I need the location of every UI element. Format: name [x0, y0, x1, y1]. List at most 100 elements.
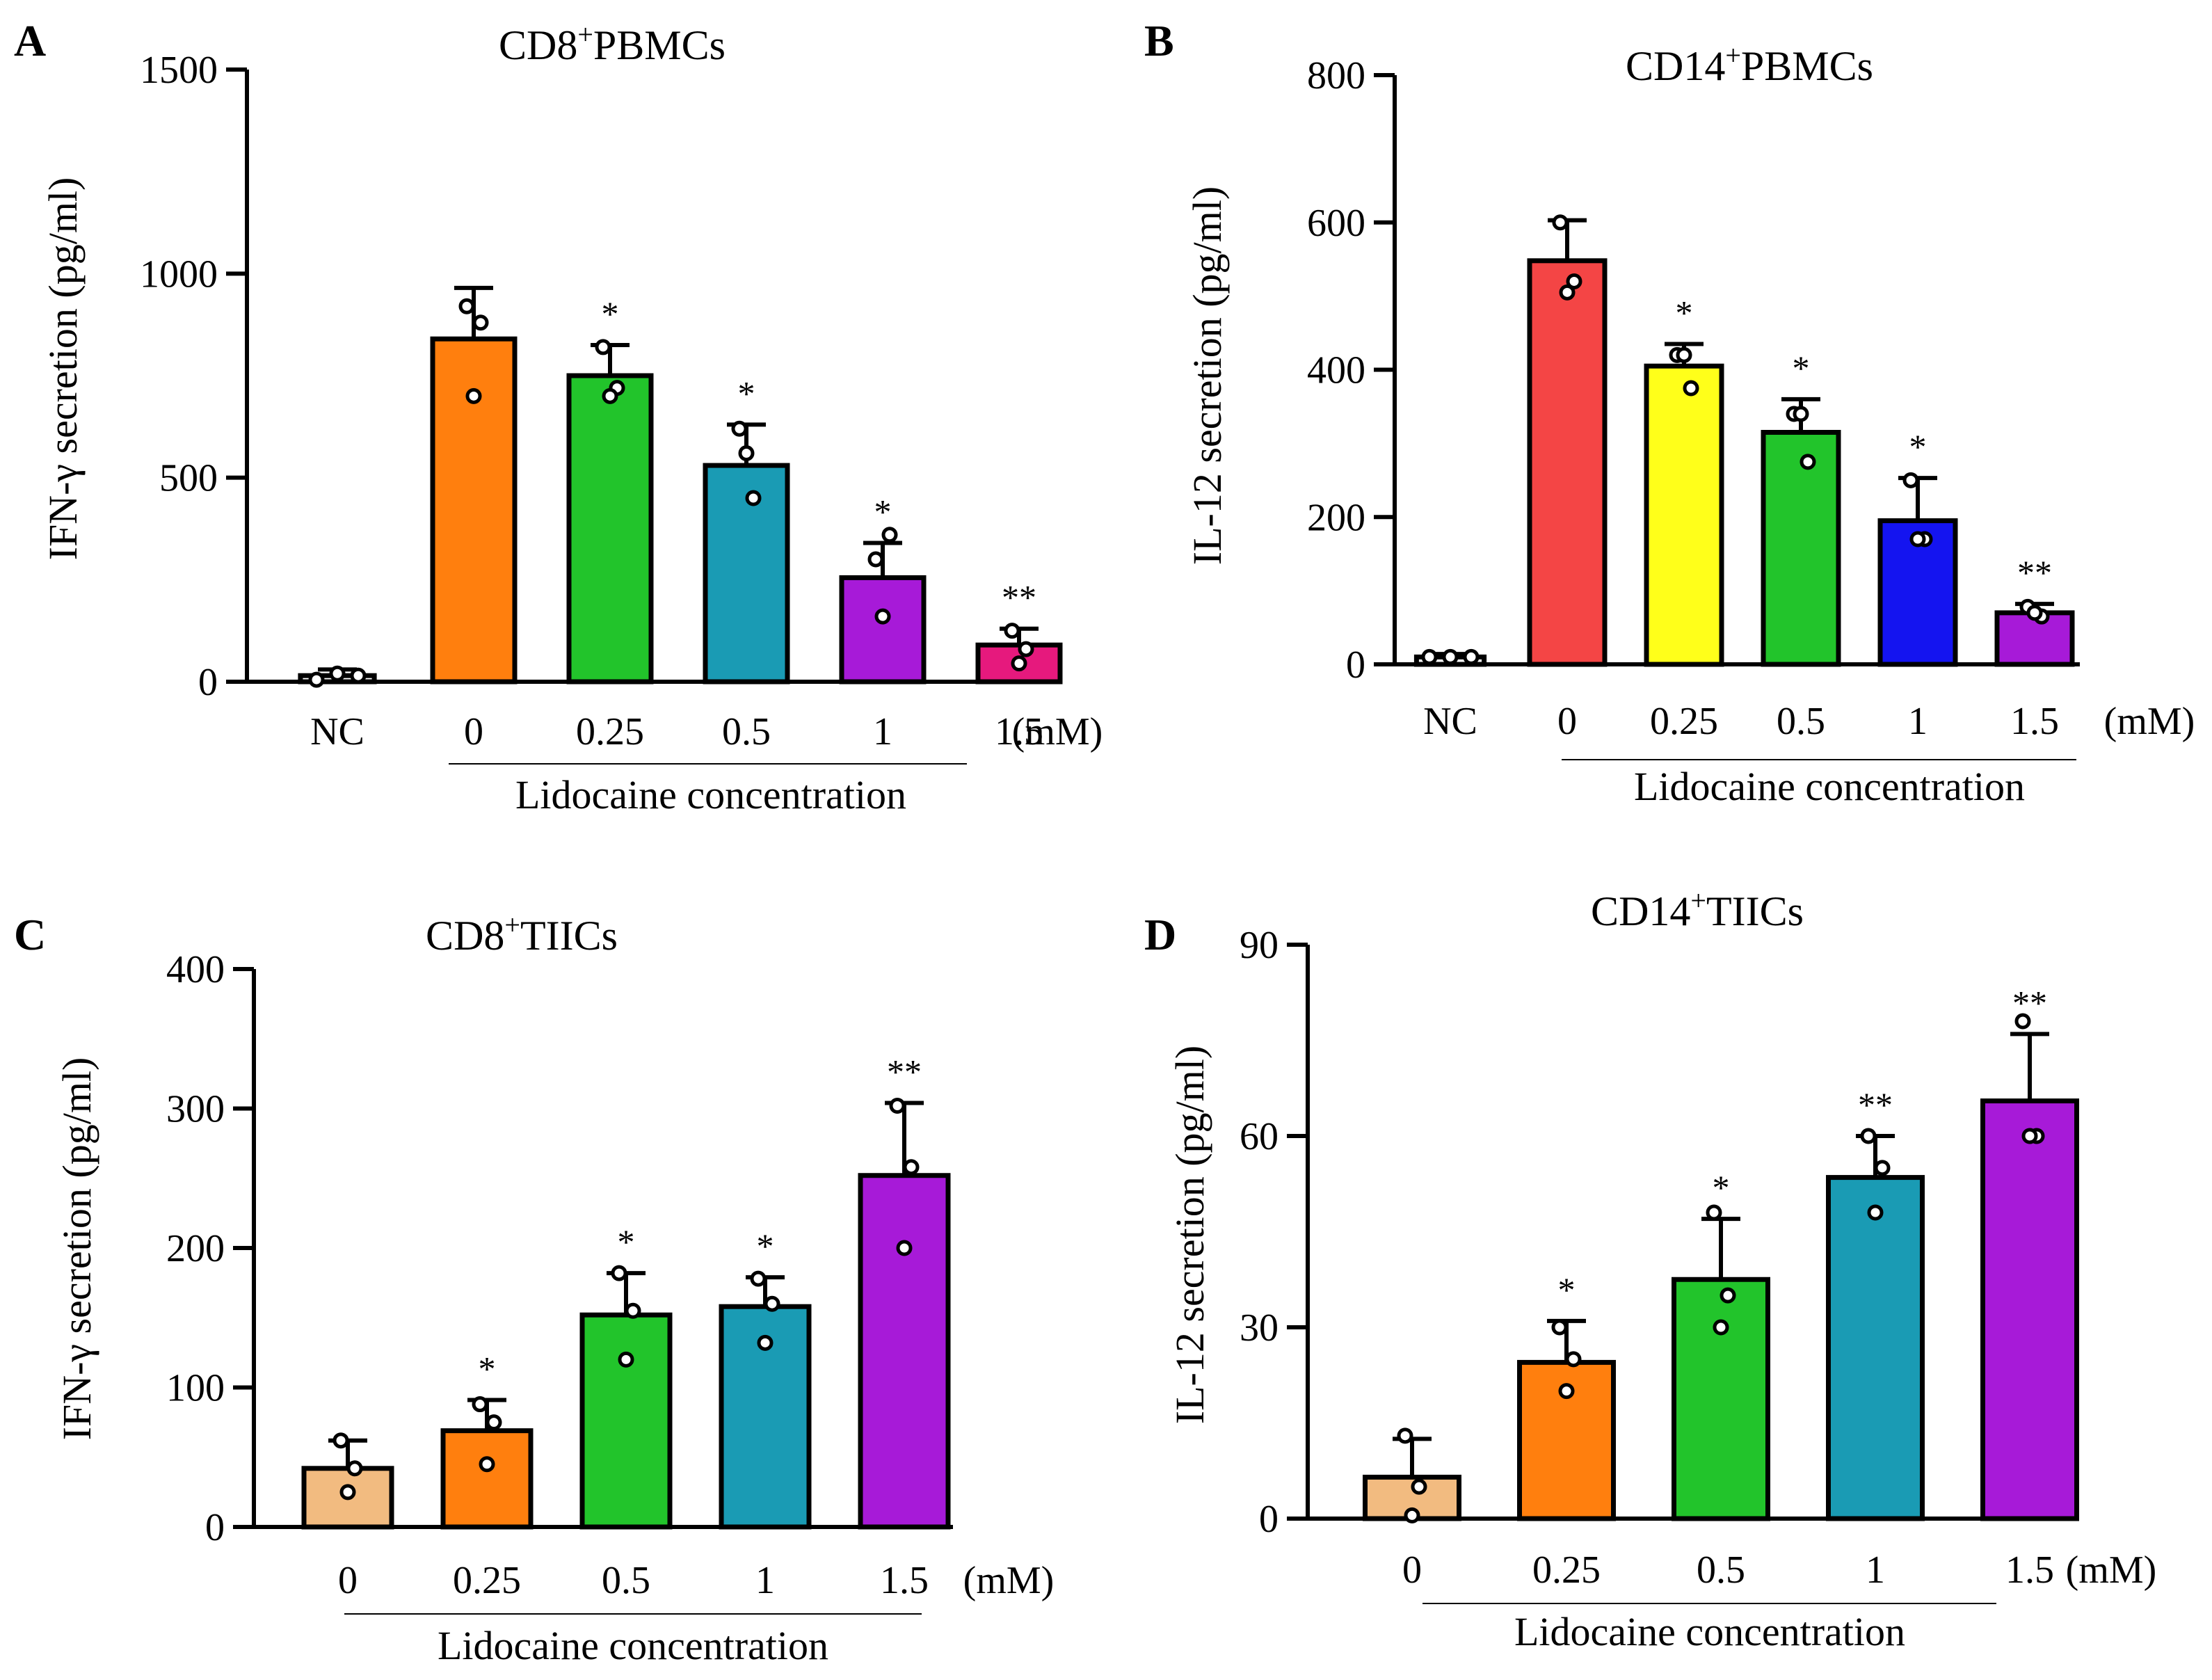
data-point	[1551, 1319, 1568, 1336]
y-tick-label: 400	[1307, 349, 1365, 392]
x-tick-label: 1	[873, 710, 892, 753]
bar	[301, 1466, 394, 1530]
panel-c: C CD8+TIICs 0 100 200 300 400 IFN-γ secretion (…	[14, 909, 1054, 1668]
y-tick-label: 30	[1240, 1306, 1279, 1350]
y-axis-label: IL-12 secretion (pg/ml)	[1185, 186, 1230, 565]
significance-label: *	[602, 294, 619, 333]
data-point	[731, 420, 748, 437]
data-point	[1552, 214, 1569, 231]
significance-label: **	[2012, 983, 2047, 1022]
unit-label: (mM)	[1012, 710, 1103, 753]
data-point	[472, 314, 489, 331]
data-point	[1566, 273, 1582, 289]
x-axis-label: Lidocaine concentration	[1634, 764, 2025, 809]
data-point	[1559, 284, 1576, 301]
x-tick-label: 1.5	[995, 710, 1043, 753]
data-point	[1683, 380, 1699, 397]
significance-label: *	[1793, 349, 1810, 387]
data-point	[1018, 641, 1034, 657]
data-point	[458, 298, 475, 314]
x-tick-label: 1.5	[2010, 700, 2059, 743]
data-point	[611, 1265, 627, 1281]
chart-title-main: CD8	[499, 22, 577, 68]
chart-title-main: CD14	[1626, 43, 1725, 89]
data-point	[625, 1302, 641, 1319]
data-point	[308, 671, 325, 688]
data-point	[738, 445, 755, 461]
y-tick-label: 1000	[140, 253, 218, 296]
unit-label: (mM)	[2104, 700, 2195, 743]
x-tick-label: 0.5	[722, 710, 771, 753]
x-tick-label: 0	[464, 710, 483, 753]
data-point	[745, 490, 762, 506]
data-point	[896, 1240, 913, 1256]
data-point	[346, 1460, 363, 1477]
panel-a: A CD8+PBMCs 0 500 1000 1500 IFN-γ secretion (p…	[14, 16, 1103, 817]
chart-title: CD14+PBMCs	[1626, 40, 1873, 89]
x-axis-label: Lidocaine concentration	[515, 772, 906, 817]
x-tick-label: 0.25	[576, 710, 644, 753]
chart-title-main: CD14	[1591, 888, 1690, 934]
data-point	[339, 1484, 356, 1501]
y-tick-label: 600	[1307, 202, 1365, 245]
significance-label: **	[1002, 578, 1036, 617]
significance-label: *	[1713, 1168, 1730, 1207]
x-tick-label: NC	[310, 710, 364, 753]
significance-label: **	[2017, 553, 2052, 592]
panel-letter: D	[1144, 910, 1176, 959]
data-point	[1011, 655, 1027, 672]
significance-label: **	[1858, 1085, 1893, 1124]
data-point	[1867, 1204, 1884, 1221]
significance-label: **	[887, 1052, 922, 1091]
bar	[1761, 429, 1841, 667]
chart-title: CD8+PBMCs	[499, 19, 726, 68]
x-axis-label: Lidocaine concentration	[438, 1623, 828, 1668]
data-point	[757, 1334, 774, 1351]
chart-title-sup: +	[504, 909, 520, 941]
x-tick-label: 0	[1402, 1549, 1422, 1592]
y-tick-label: 200	[166, 1227, 225, 1270]
unit-label: (mM)	[963, 1559, 1055, 1602]
bar	[1672, 1277, 1770, 1521]
data-point	[867, 551, 884, 568]
x-tick-label: 0	[338, 1559, 358, 1602]
data-point	[1720, 1287, 1736, 1304]
y-tick-label: 100	[166, 1367, 225, 1410]
bar	[440, 1428, 534, 1530]
data-point	[764, 1295, 780, 1312]
data-point	[1874, 1160, 1891, 1176]
data-point	[903, 1159, 920, 1176]
y-tick-label: 200	[1307, 496, 1365, 539]
data-point	[595, 339, 611, 355]
data-point	[332, 1432, 349, 1449]
significance-label: *	[479, 1350, 496, 1389]
bar	[579, 1312, 673, 1530]
chart-title: CD8+TIICs	[426, 909, 618, 959]
significance-label: *	[1909, 427, 1927, 466]
x-tick-label: NC	[1423, 700, 1477, 743]
y-tick-label: 90	[1240, 924, 1279, 967]
panel-d: D CD14+TIICs 0 30 60 90 IL-12 secretion (pg/ml…	[1144, 885, 2156, 1654]
chart-title-rest: TIICs	[520, 913, 618, 959]
x-tick-label: 0.25	[453, 1559, 521, 1602]
x-tick-label: 0.5	[602, 1559, 650, 1602]
data-point	[881, 527, 898, 543]
data-point	[1902, 472, 1919, 488]
y-tick-label: 400	[166, 948, 225, 991]
bar	[1527, 258, 1608, 667]
y-axis-label: IL-12 secretion (pg/ml)	[1167, 1046, 1212, 1424]
x-tick-label: 0.5	[1697, 1549, 1745, 1592]
y-tick-label: 300	[166, 1088, 225, 1131]
data-point	[874, 608, 891, 625]
x-tick-label: 0.25	[1650, 700, 1718, 743]
chart-title-rest: PBMCs	[1741, 43, 1873, 89]
x-tick-label: 1	[755, 1559, 775, 1602]
chart-title-sup: +	[1690, 885, 1706, 916]
significance-label: *	[618, 1222, 635, 1261]
significance-label: *	[1676, 293, 1693, 332]
data-point	[602, 387, 618, 404]
y-tick-label: 500	[159, 457, 218, 500]
y-tick-label: 800	[1307, 54, 1365, 97]
x-tick-label: 1.5	[2005, 1549, 2054, 1592]
chart-title-sup: +	[577, 19, 593, 50]
